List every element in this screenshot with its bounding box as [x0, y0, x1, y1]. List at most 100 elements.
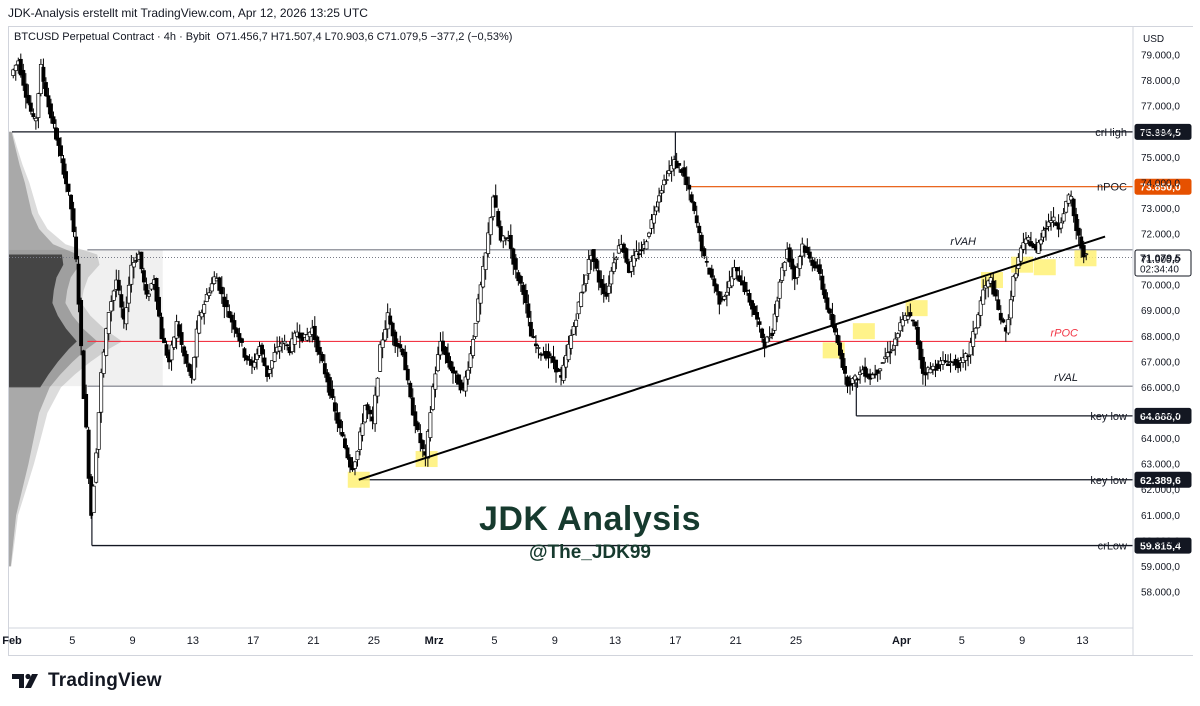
price-tick-label: 69.000,0 [1141, 306, 1180, 317]
candle-body [36, 93, 41, 118]
candle-body [378, 344, 383, 372]
candle-body [239, 338, 244, 343]
symbol-legend: BTCUSD Perpetual Contract · 4h · Bybit O… [14, 31, 512, 43]
candle-body [197, 315, 202, 334]
candle-body [714, 284, 719, 292]
candle-body [242, 348, 247, 358]
candle-body [204, 293, 209, 302]
candle-body [652, 214, 656, 224]
candle-body [920, 356, 925, 374]
candle-body [247, 359, 252, 361]
plot-area[interactable] [9, 53, 1133, 567]
price-axis[interactable]: 75.994,5 73.850,0 64.888,0 62.389,6 59.815,4… [1132, 27, 1193, 655]
label-key-low-2: key low [1090, 475, 1127, 487]
candle-body [973, 327, 978, 335]
label-crlow: crLow [1098, 541, 1127, 553]
label-rvah: rVAH [950, 236, 976, 248]
candle-body [405, 368, 410, 381]
candle-body [358, 431, 362, 450]
candle-body [1071, 198, 1076, 217]
candle-body [890, 348, 895, 351]
candle-body [320, 353, 325, 362]
candle-body [430, 386, 435, 410]
candle-body [576, 301, 581, 315]
candle-body [712, 278, 717, 287]
candle-body [428, 412, 433, 438]
candle-body [267, 369, 272, 374]
price-tag-crLow [1134, 537, 1192, 554]
candle-body [511, 248, 516, 265]
price-tick-label: 75.000,0 [1141, 153, 1180, 164]
candle-body [765, 336, 770, 343]
candle-body [79, 299, 84, 347]
time-axis[interactable]: Feb 5 9 13 17 21 25 Mrz 5 9 13 17 21 25 Apr 5 9 13 [2, 627, 1133, 647]
candle-body [777, 281, 782, 299]
candle-body [292, 332, 297, 345]
candle-body [252, 362, 257, 368]
price-tick-label: 58.000,0 [1141, 588, 1180, 599]
time-tick-label: 5 [69, 635, 75, 647]
candle-body [694, 215, 699, 224]
candle-body [687, 184, 692, 190]
candle-body [124, 307, 129, 325]
candle-body [780, 267, 785, 281]
candle-body [317, 346, 322, 355]
tradingview-logo[interactable]: TradingView [12, 668, 162, 694]
candles [11, 53, 1089, 519]
candle-body [503, 237, 508, 239]
candle-body [968, 342, 973, 356]
candle-body [285, 344, 290, 347]
time-tick-label: 9 [552, 635, 558, 647]
candle-body [360, 423, 365, 436]
candle-body [71, 208, 76, 233]
price-tag-crHigh [1134, 123, 1192, 140]
candle-body [202, 304, 207, 314]
candle-body [312, 325, 317, 341]
candle-body [443, 346, 448, 356]
candle-body [33, 117, 38, 122]
candle-body [644, 241, 649, 250]
candle-body [787, 247, 792, 263]
candle-body [805, 246, 810, 254]
candle-body [697, 225, 702, 234]
candle-body [496, 211, 501, 227]
watermark-title: JDK Analysis [478, 500, 702, 538]
price-tag-current [1134, 249, 1192, 277]
candle-body [566, 343, 571, 361]
candle-body [466, 369, 471, 380]
candle-body [682, 167, 687, 177]
candle-body [290, 338, 295, 352]
candle-body [807, 251, 812, 259]
candle-body [86, 429, 91, 479]
candle-body [229, 314, 234, 323]
candle-body [139, 251, 144, 270]
candle-body [636, 253, 641, 256]
candle-body [453, 370, 458, 374]
candle-body [900, 319, 905, 327]
candle-body [41, 66, 46, 82]
candle-body [586, 259, 591, 274]
candle-body [692, 201, 697, 212]
candle-body [277, 346, 282, 352]
price-tag-crHigh-text: 75.994,5 [1140, 127, 1181, 139]
candle-body [591, 249, 596, 262]
candle-body [729, 276, 734, 287]
candle-body [657, 195, 662, 203]
candle-body [594, 258, 599, 269]
trendline[interactable] [358, 235, 1106, 481]
time-tick-label: 13 [609, 635, 621, 647]
candle-body [571, 326, 576, 335]
candle-body [101, 351, 106, 374]
candle-body [684, 176, 689, 186]
candle-body [533, 343, 538, 347]
candle-body [262, 357, 267, 367]
candle-body [817, 264, 822, 274]
candle-body [863, 366, 868, 377]
candle-body [418, 433, 423, 444]
candle-body [569, 335, 574, 349]
symbol-name: BTCUSD Perpetual Contract · 4h · Bybit [14, 31, 211, 43]
candle-body [699, 234, 704, 252]
candle-body [667, 170, 672, 175]
candle-body [596, 270, 601, 283]
